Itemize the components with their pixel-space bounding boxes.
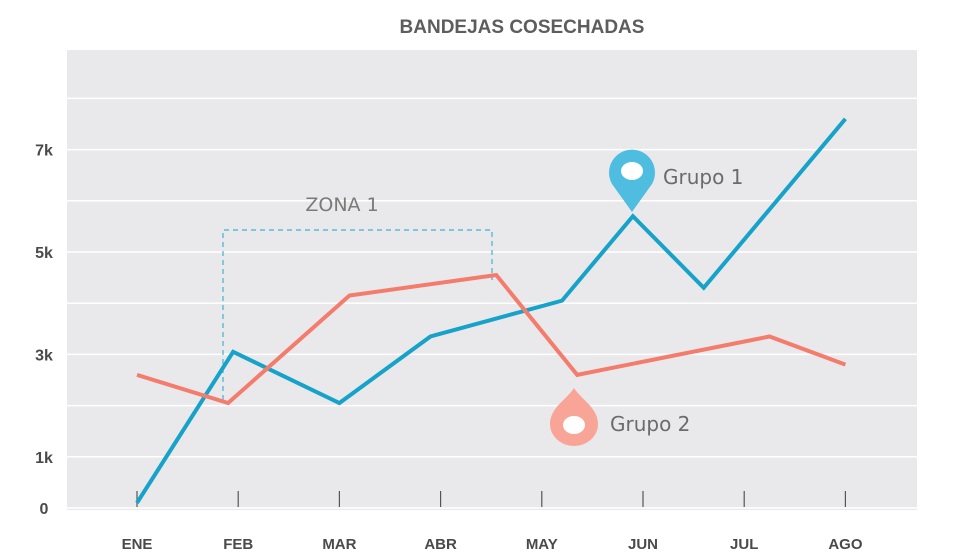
zona-1-bracket <box>222 229 493 400</box>
x-tick-label: FEB <box>223 536 253 553</box>
map-pin-icon <box>609 149 655 212</box>
zona-1-annotation: ZONA 1 <box>222 194 493 400</box>
x-tick-label: ENE <box>122 536 153 553</box>
grupo-2-label: Grupo 2 <box>610 412 690 436</box>
x-tick-label: ABR <box>424 536 457 553</box>
zona-1-label: ZONA 1 <box>305 194 378 216</box>
y-tick-label: 3k <box>35 347 53 364</box>
x-tick-label: JUL <box>730 536 758 553</box>
x-axis-labels: ENE FEB MAR ABR MAY JUN JUL AGO <box>122 536 863 553</box>
grupo-1-marker: Grupo 1 <box>609 149 743 212</box>
x-axis-ticks <box>136 491 847 507</box>
y-tick-label: 1k <box>35 450 53 467</box>
x-tick-label: AGO <box>828 536 863 553</box>
series-line-grupo-2 <box>136 272 847 406</box>
y-tick-label: 0 <box>40 501 49 518</box>
y-tick-label: 7k <box>35 143 53 160</box>
series-group <box>135 117 847 504</box>
drop-dot <box>563 416 585 434</box>
x-tick-label: MAR <box>322 536 356 553</box>
series-line-grupo-1 <box>135 117 847 504</box>
grupo-1-label: Grupo 1 <box>663 165 743 189</box>
map-pin-dot <box>621 162 643 180</box>
grupo-2-marker: Grupo 2 <box>550 388 690 446</box>
x-tick-label: JUN <box>628 536 658 553</box>
y-tick-label: 5k <box>35 245 53 262</box>
chart-title: BANDEJAS COSECHADAS <box>400 17 645 38</box>
x-tick-label: MAY <box>526 536 558 553</box>
y-axis-labels: 0 1k 3k 5k 7k <box>35 143 53 518</box>
